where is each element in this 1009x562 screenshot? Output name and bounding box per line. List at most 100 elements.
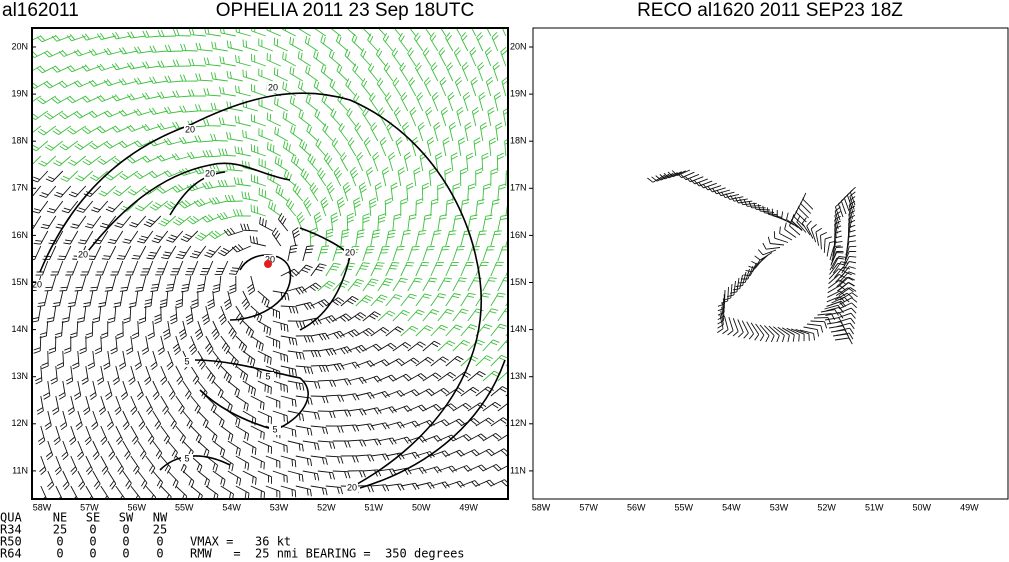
wind-barb bbox=[302, 282, 322, 292]
wind-barb bbox=[437, 182, 445, 202]
wind-barb bbox=[338, 122, 349, 142]
wind-barb bbox=[205, 425, 218, 443]
wind-barb bbox=[347, 278, 365, 292]
wind-barb bbox=[440, 28, 447, 37]
wind-barb bbox=[345, 28, 357, 37]
wind-barb bbox=[242, 380, 256, 396]
wind-barb bbox=[482, 277, 497, 292]
wind-barb bbox=[347, 137, 357, 157]
right-title: RECO al1620 2011 SEP23 18Z bbox=[637, 0, 903, 21]
wind-barb bbox=[431, 91, 439, 112]
wind-barb bbox=[369, 92, 379, 112]
wind-barb bbox=[147, 320, 155, 340]
wind-barb bbox=[400, 261, 415, 277]
wind-barb bbox=[470, 76, 478, 97]
wind-barb bbox=[56, 350, 65, 370]
wind-barb bbox=[60, 410, 68, 431]
wind-barb bbox=[188, 335, 198, 356]
wind-barb bbox=[376, 77, 387, 97]
wind-barb bbox=[773, 231, 789, 243]
wind-barb bbox=[112, 32, 131, 40]
wind-barb bbox=[367, 33, 379, 52]
wind-barb bbox=[407, 309, 425, 322]
wind-barb bbox=[456, 106, 464, 127]
wind-barb bbox=[282, 81, 297, 97]
left-frame bbox=[31, 27, 509, 500]
wind-barb bbox=[400, 420, 420, 428]
wind-barb bbox=[838, 307, 857, 314]
wind-barb bbox=[475, 417, 495, 427]
wind-barb bbox=[137, 440, 147, 460]
wind-barb bbox=[837, 317, 856, 324]
wind-barb bbox=[439, 76, 447, 97]
wind-barb bbox=[52, 95, 72, 104]
wind-barb bbox=[257, 320, 272, 336]
table-cell: QUA bbox=[0, 511, 22, 525]
wind-barb bbox=[122, 410, 130, 431]
wind-barb bbox=[302, 380, 321, 389]
wind-barb bbox=[329, 79, 342, 97]
wind-barb bbox=[229, 275, 237, 295]
wind-barb bbox=[377, 406, 397, 414]
wind-barb bbox=[197, 350, 206, 370]
wind-barb bbox=[59, 275, 72, 292]
wind-barb bbox=[326, 181, 335, 202]
wind-barb bbox=[95, 260, 109, 276]
wind-barb bbox=[257, 290, 270, 308]
y-tick-label: 17N bbox=[11, 183, 28, 193]
wind-barb bbox=[445, 32, 454, 52]
contour bbox=[229, 254, 292, 321]
wind-barb bbox=[383, 62, 394, 82]
wind-barb bbox=[790, 328, 805, 342]
wind-barb bbox=[217, 179, 236, 188]
wind-barb bbox=[290, 125, 304, 142]
wind-barb bbox=[497, 183, 506, 202]
wind-barb bbox=[839, 271, 856, 283]
wind-barb bbox=[400, 357, 420, 367]
contour bbox=[359, 359, 506, 489]
contour bbox=[194, 359, 309, 431]
wind-barb bbox=[490, 448, 508, 457]
wind-barb bbox=[845, 240, 856, 256]
wind-barb bbox=[36, 395, 44, 415]
wind-barb bbox=[488, 137, 497, 157]
wind-barb bbox=[175, 485, 188, 499]
wind-barb bbox=[235, 305, 245, 325]
wind-barb bbox=[400, 325, 419, 337]
wind-barb bbox=[290, 154, 304, 172]
wind-barb bbox=[437, 277, 453, 292]
wind-barb bbox=[265, 395, 281, 409]
wind-barb bbox=[220, 425, 234, 442]
wind-barb bbox=[452, 433, 472, 442]
wind-barb bbox=[302, 470, 320, 481]
wind-barb bbox=[242, 470, 257, 485]
wind-barb bbox=[476, 32, 484, 52]
wind-barb bbox=[424, 28, 432, 37]
wind-barb bbox=[362, 245, 375, 262]
x-tick-label: 55W bbox=[675, 502, 694, 512]
y-tick-label: 16N bbox=[11, 230, 28, 240]
wind-barb bbox=[475, 355, 494, 367]
wind-barb bbox=[478, 91, 486, 112]
wind-barb bbox=[407, 373, 427, 382]
wind-barb bbox=[204, 245, 222, 258]
wind-barb bbox=[209, 230, 229, 239]
table-cell: 0 bbox=[122, 523, 129, 537]
wind-barb bbox=[482, 214, 493, 232]
wind-barb bbox=[848, 205, 856, 224]
wind-barb bbox=[352, 63, 364, 82]
wind-barb bbox=[827, 300, 847, 307]
wind-barb bbox=[408, 77, 417, 97]
wind-barb bbox=[340, 228, 350, 247]
wind-barb bbox=[482, 246, 495, 262]
wind-barb bbox=[490, 261, 504, 277]
x-tick-label: 50W bbox=[913, 502, 932, 512]
x-tick-label: 51W bbox=[365, 502, 384, 512]
wind-barb bbox=[347, 408, 367, 416]
wind-barb bbox=[340, 455, 359, 463]
wind-barb bbox=[332, 313, 352, 322]
wind-barb bbox=[445, 293, 461, 307]
wind-barb bbox=[377, 28, 387, 37]
wind-barb bbox=[351, 33, 364, 52]
wind-barb bbox=[226, 40, 243, 52]
